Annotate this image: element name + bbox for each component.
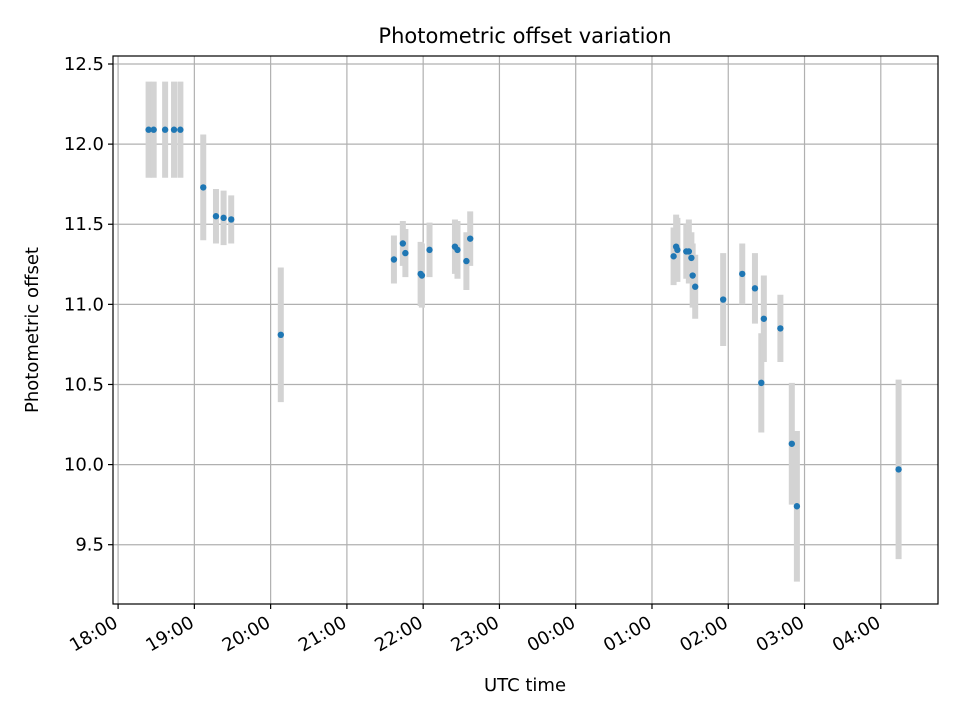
y-tick-label: 10.5 — [64, 374, 104, 395]
data-point — [212, 213, 220, 220]
data-point — [170, 126, 178, 133]
data-point — [454, 246, 461, 254]
data-point — [277, 331, 284, 339]
data-point — [688, 254, 695, 262]
x-tick-label: 18:00 — [66, 612, 121, 656]
data-point — [758, 379, 765, 387]
data-point — [220, 214, 227, 222]
data-point — [467, 235, 474, 242]
chart-title: Photometric offset variation — [378, 24, 671, 48]
x-tick-label: 22:00 — [371, 612, 426, 656]
data-point — [689, 272, 696, 279]
data-point — [793, 503, 801, 510]
data-point — [670, 253, 677, 260]
y-tick-label: 10.0 — [64, 455, 104, 476]
data-point — [418, 272, 426, 279]
x-tick-label: 03:00 — [753, 612, 808, 656]
data-point — [685, 248, 693, 255]
error-bars — [145, 81, 902, 582]
data-point — [200, 184, 207, 191]
x-tick-label: 23:00 — [448, 612, 503, 656]
x-tick-label: 04:00 — [829, 612, 884, 656]
x-tick-label: 20:00 — [219, 612, 274, 656]
data-point — [145, 126, 152, 133]
data-point — [895, 466, 902, 473]
data-point — [402, 249, 409, 257]
data-point — [760, 315, 768, 322]
data-point — [777, 325, 784, 332]
data-point — [390, 256, 398, 263]
y-tick-label: 12.5 — [64, 54, 104, 75]
x-axis-ticks: 18:00 19:00 20:00 21:00 22:00 23:00 00:00 01:00… — [66, 604, 884, 656]
x-tick-label: 19:00 — [142, 612, 197, 656]
plot-frame — [112, 55, 939, 605]
data-point — [177, 126, 184, 133]
y-axis-label: Photometric offset — [22, 247, 43, 413]
x-tick-label: 02:00 — [676, 612, 731, 656]
data-points — [145, 126, 902, 510]
y-axis-ticks: 9.5 10.0 10.5 11.0 11.5 12.0 12.5 — [64, 54, 113, 556]
x-tick-label: 01:00 — [600, 612, 655, 656]
x-tick-label: 00:00 — [524, 612, 579, 656]
data-point — [674, 246, 681, 254]
grid-lines — [113, 56, 938, 604]
y-tick-label: 9.5 — [75, 535, 104, 556]
data-point — [751, 285, 759, 292]
data-point — [788, 440, 796, 447]
y-tick-label: 11.0 — [64, 294, 104, 315]
data-point — [739, 270, 746, 278]
data-point — [161, 126, 169, 133]
x-axis-label: UTC time — [484, 675, 566, 696]
data-point — [399, 240, 407, 247]
y-tick-label: 12.0 — [64, 134, 104, 155]
x-tick-label: 21:00 — [295, 612, 350, 656]
data-point — [463, 257, 470, 265]
y-tick-label: 11.5 — [64, 214, 104, 235]
data-point — [719, 296, 727, 303]
data-point — [150, 126, 157, 133]
data-point — [692, 283, 699, 290]
data-point — [228, 216, 235, 223]
data-point — [426, 246, 433, 254]
